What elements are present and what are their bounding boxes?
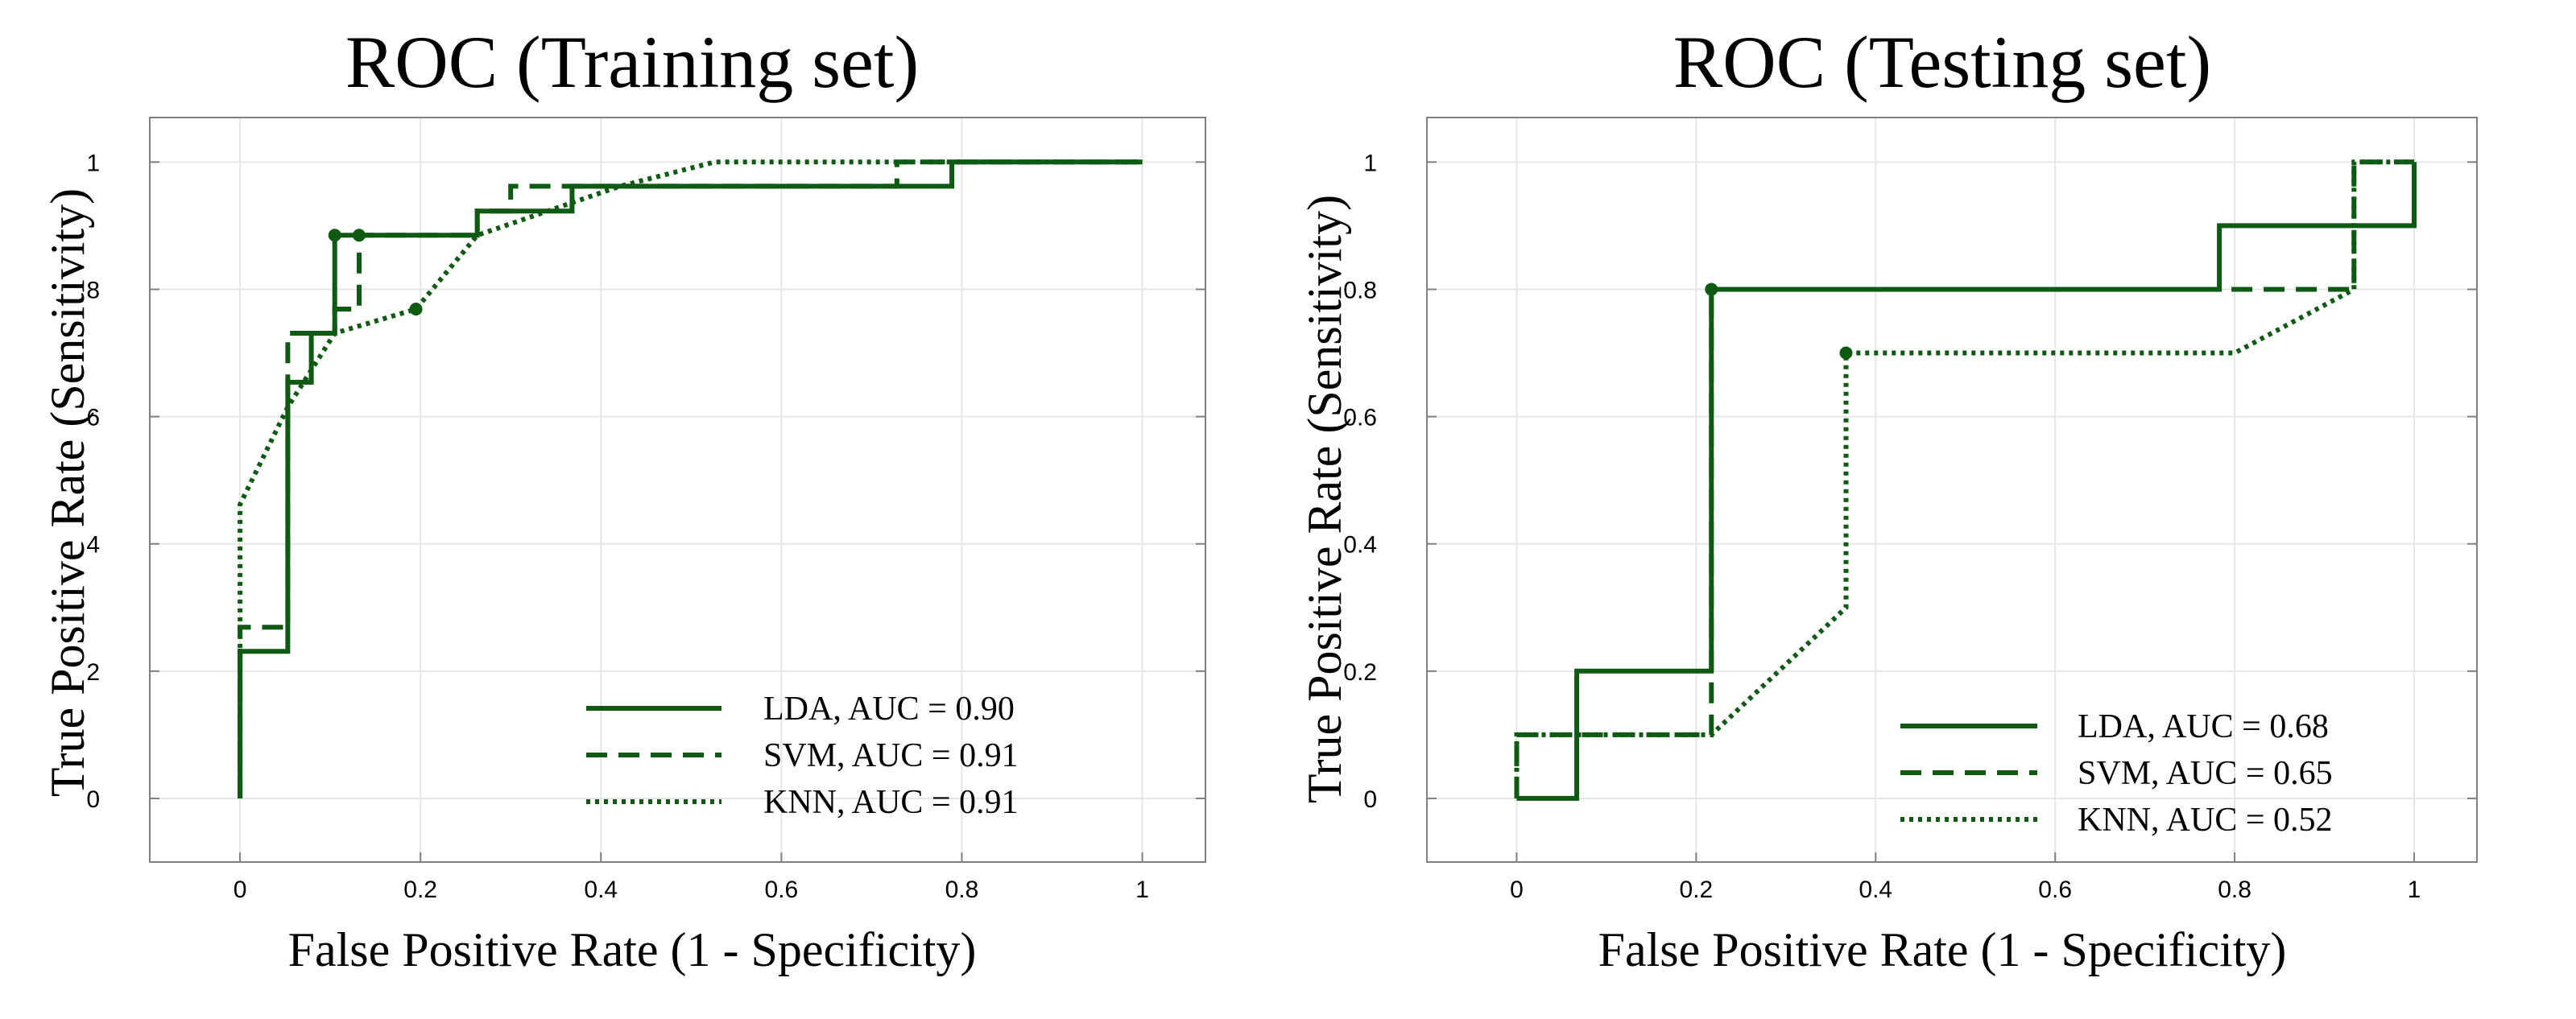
plot-frame bbox=[149, 117, 1206, 863]
x-tick-label: 0.6 bbox=[764, 877, 798, 903]
roc-testing-chart: ROC (Testing set) False Positive Rate (1… bbox=[1298, 21, 2478, 976]
x-tick-label: 0.2 bbox=[1679, 877, 1713, 903]
x-axis-label: False Positive Rate (1 - Specificity) bbox=[1598, 923, 2287, 976]
legend-label-lda: LDA, AUC = 0.68 bbox=[2078, 708, 2329, 745]
roc-training-chart: ROC (Training set) False Positive Rate (… bbox=[41, 21, 1206, 976]
y-tick-label: 4 bbox=[86, 532, 100, 559]
operating-point-marker-svm bbox=[352, 229, 366, 242]
x-axis-label: False Positive Rate (1 - Specificity) bbox=[288, 923, 977, 976]
y-tick-label: 8 bbox=[86, 277, 100, 303]
series-line-knn bbox=[1514, 159, 2414, 798]
series-line-knn bbox=[238, 159, 1143, 798]
chart-title: ROC (Training set) bbox=[345, 21, 919, 103]
y-tick-label: 1 bbox=[86, 150, 100, 176]
x-tick-label: 0.8 bbox=[945, 877, 979, 903]
legend-label-svm: SVM, AUC = 0.91 bbox=[763, 737, 1019, 774]
x-tick-label: 1 bbox=[1135, 877, 1149, 903]
legend-label-svm: SVM, AUC = 0.65 bbox=[2078, 755, 2333, 792]
x-tick-label: 0 bbox=[234, 877, 247, 903]
x-tick-label: 0.6 bbox=[2038, 877, 2072, 903]
x-tick-label: 1 bbox=[2408, 877, 2421, 903]
x-tick-label: 0.4 bbox=[1859, 877, 1892, 903]
y-tick-label: 1 bbox=[1363, 150, 1377, 176]
y-tick-label: 0.6 bbox=[1343, 405, 1377, 431]
series-line-svm bbox=[1514, 159, 2414, 798]
x-tick-label: 0.4 bbox=[584, 877, 618, 903]
y-tick-label: 6 bbox=[86, 405, 100, 431]
x-tick-label: 0.8 bbox=[2218, 877, 2251, 903]
y-tick-label: 0.8 bbox=[1343, 277, 1377, 303]
legend: LDA, AUC = 0.90 SVM, AUC = 0.91 KNN, AUC =… bbox=[586, 691, 1019, 821]
series-line-lda bbox=[1516, 162, 2417, 801]
y-tick-label: 0.2 bbox=[1343, 659, 1377, 686]
operating-point-marker-knn bbox=[409, 302, 423, 316]
x-tick-label: 0 bbox=[1510, 877, 1524, 903]
grid bbox=[150, 118, 1205, 862]
y-axis-label: True Positive Rate (Sensitivity) bbox=[1298, 195, 1351, 803]
legend: LDA, AUC = 0.68 SVM, AUC = 0.65 KNN, AUC =… bbox=[1900, 708, 2333, 839]
y-tick-label: 0 bbox=[1363, 786, 1377, 813]
y-tick-label: 0 bbox=[86, 786, 100, 813]
x-tick-label: 0.2 bbox=[403, 877, 437, 903]
operating-point-marker-lda bbox=[1705, 283, 1718, 296]
operating-point-marker-lda bbox=[328, 229, 341, 242]
legend-label-knn: KNN, AUC = 0.91 bbox=[763, 784, 1019, 821]
y-tick-label: 0.4 bbox=[1343, 532, 1377, 559]
operating-point-marker-knn bbox=[1839, 346, 1853, 360]
legend-label-lda: LDA, AUC = 0.90 bbox=[763, 691, 1015, 728]
plot-frame bbox=[1426, 117, 2478, 863]
y-tick-label: 2 bbox=[86, 659, 100, 686]
y-axis-label: True Positive Rate (Sensitivity) bbox=[41, 188, 94, 797]
series-line-svm bbox=[238, 159, 1143, 798]
grid bbox=[1427, 118, 2477, 862]
chart-title: ROC (Testing set) bbox=[1673, 21, 2211, 103]
legend-label-knn: KNN, AUC = 0.52 bbox=[2078, 802, 2333, 839]
